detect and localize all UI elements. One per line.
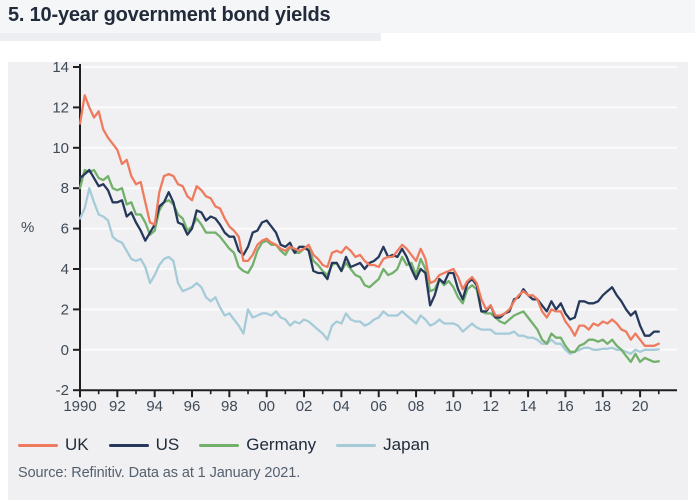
svg-text:98: 98	[221, 398, 238, 415]
legend-label-germany: Germany	[246, 435, 317, 454]
legend-label-japan: Japan	[383, 435, 430, 454]
svg-text:00: 00	[258, 398, 275, 415]
svg-text:14: 14	[520, 398, 537, 415]
legend-swatch	[108, 443, 149, 447]
y-axis-label: %	[21, 219, 35, 236]
svg-text:12: 12	[482, 398, 499, 415]
header-band	[0, 0, 695, 33]
legend-label-us: US	[155, 435, 180, 454]
svg-text:1990: 1990	[63, 398, 96, 415]
legend-swatch	[199, 443, 240, 447]
svg-text:02: 02	[296, 398, 313, 415]
svg-text:96: 96	[184, 398, 201, 415]
legend-item-us: US	[108, 435, 180, 455]
svg-text:92: 92	[109, 398, 126, 415]
legend-item-uk: UK	[18, 435, 89, 455]
legend-swatch	[18, 443, 58, 447]
svg-text:18: 18	[594, 398, 611, 415]
page-title: 5. 10-year government bond yields	[8, 4, 331, 26]
svg-text:0: 0	[61, 342, 69, 359]
svg-text:94: 94	[146, 398, 163, 415]
svg-text:16: 16	[557, 398, 574, 415]
svg-text:12: 12	[52, 99, 69, 116]
chart-panel: 14 12 10 8 6 4 2 0 -2 1990 92 94 96 98 00 02 04 06 08 10 12 1…	[8, 62, 688, 500]
title-underline	[0, 33, 381, 41]
svg-text:-2: -2	[56, 382, 69, 399]
svg-text:6: 6	[61, 221, 69, 238]
legend-item-germany: Germany	[199, 435, 316, 455]
source-note: Source: Refinitiv. Data as at 1 January …	[18, 465, 301, 481]
legend-item-japan: Japan	[336, 435, 430, 455]
svg-text:2: 2	[61, 301, 69, 318]
svg-text:10: 10	[52, 140, 69, 157]
svg-text:20: 20	[632, 398, 649, 415]
legend-label-uk: UK	[65, 435, 89, 454]
svg-text:08: 08	[408, 398, 425, 415]
legend-swatch	[336, 443, 377, 447]
svg-text:06: 06	[370, 398, 387, 415]
svg-text:8: 8	[61, 180, 69, 197]
svg-text:14: 14	[52, 62, 69, 76]
chart-legend: UK US Germany Japan	[18, 434, 430, 456]
svg-text:4: 4	[61, 261, 69, 278]
svg-text:04: 04	[333, 398, 350, 415]
svg-text:10: 10	[445, 398, 462, 415]
